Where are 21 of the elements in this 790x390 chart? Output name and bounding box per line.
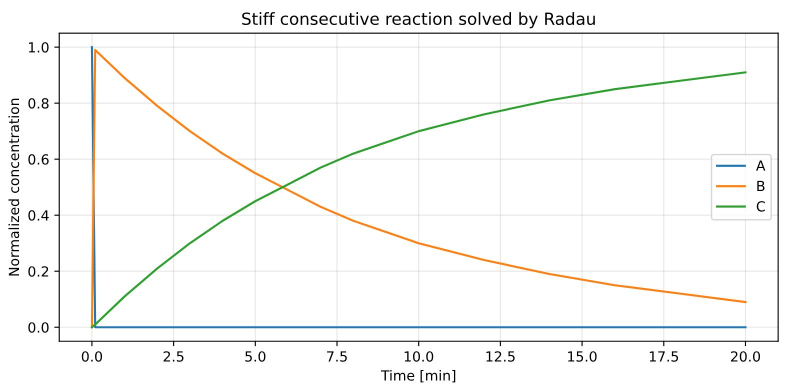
y-axis-title: Normalized concentration [8, 98, 20, 276]
x-tick-label: 10.0 [404, 351, 434, 362]
x-tick-label: 15.0 [568, 351, 597, 362]
y-tick-label: 0.6 [28, 154, 49, 165]
x-tick-label: 12.5 [486, 351, 515, 362]
x-axis-title: Time [min] [380, 370, 456, 382]
x-tick-label: 5.0 [245, 351, 266, 362]
y-tick-label: 1.0 [28, 42, 49, 53]
legend-label: A [756, 160, 766, 171]
y-tick-label: 0.2 [28, 266, 48, 277]
x-tick-label: 2.5 [164, 351, 184, 362]
x-tick-label: 17.5 [650, 351, 678, 362]
x-tick-label: 20.0 [731, 351, 760, 362]
y-tick-label: 0.8 [28, 98, 49, 109]
y-tick-label: 0.4 [28, 210, 49, 221]
legend-label: C [756, 201, 765, 212]
x-tick-label: 0.0 [82, 351, 102, 362]
x-tick-label: 7.5 [327, 351, 347, 362]
legend-label: B [757, 180, 764, 192]
y-tick-label: 0.0 [28, 322, 49, 333]
chart-title: Stiff consecutive reaction solved by Radau [242, 12, 595, 28]
